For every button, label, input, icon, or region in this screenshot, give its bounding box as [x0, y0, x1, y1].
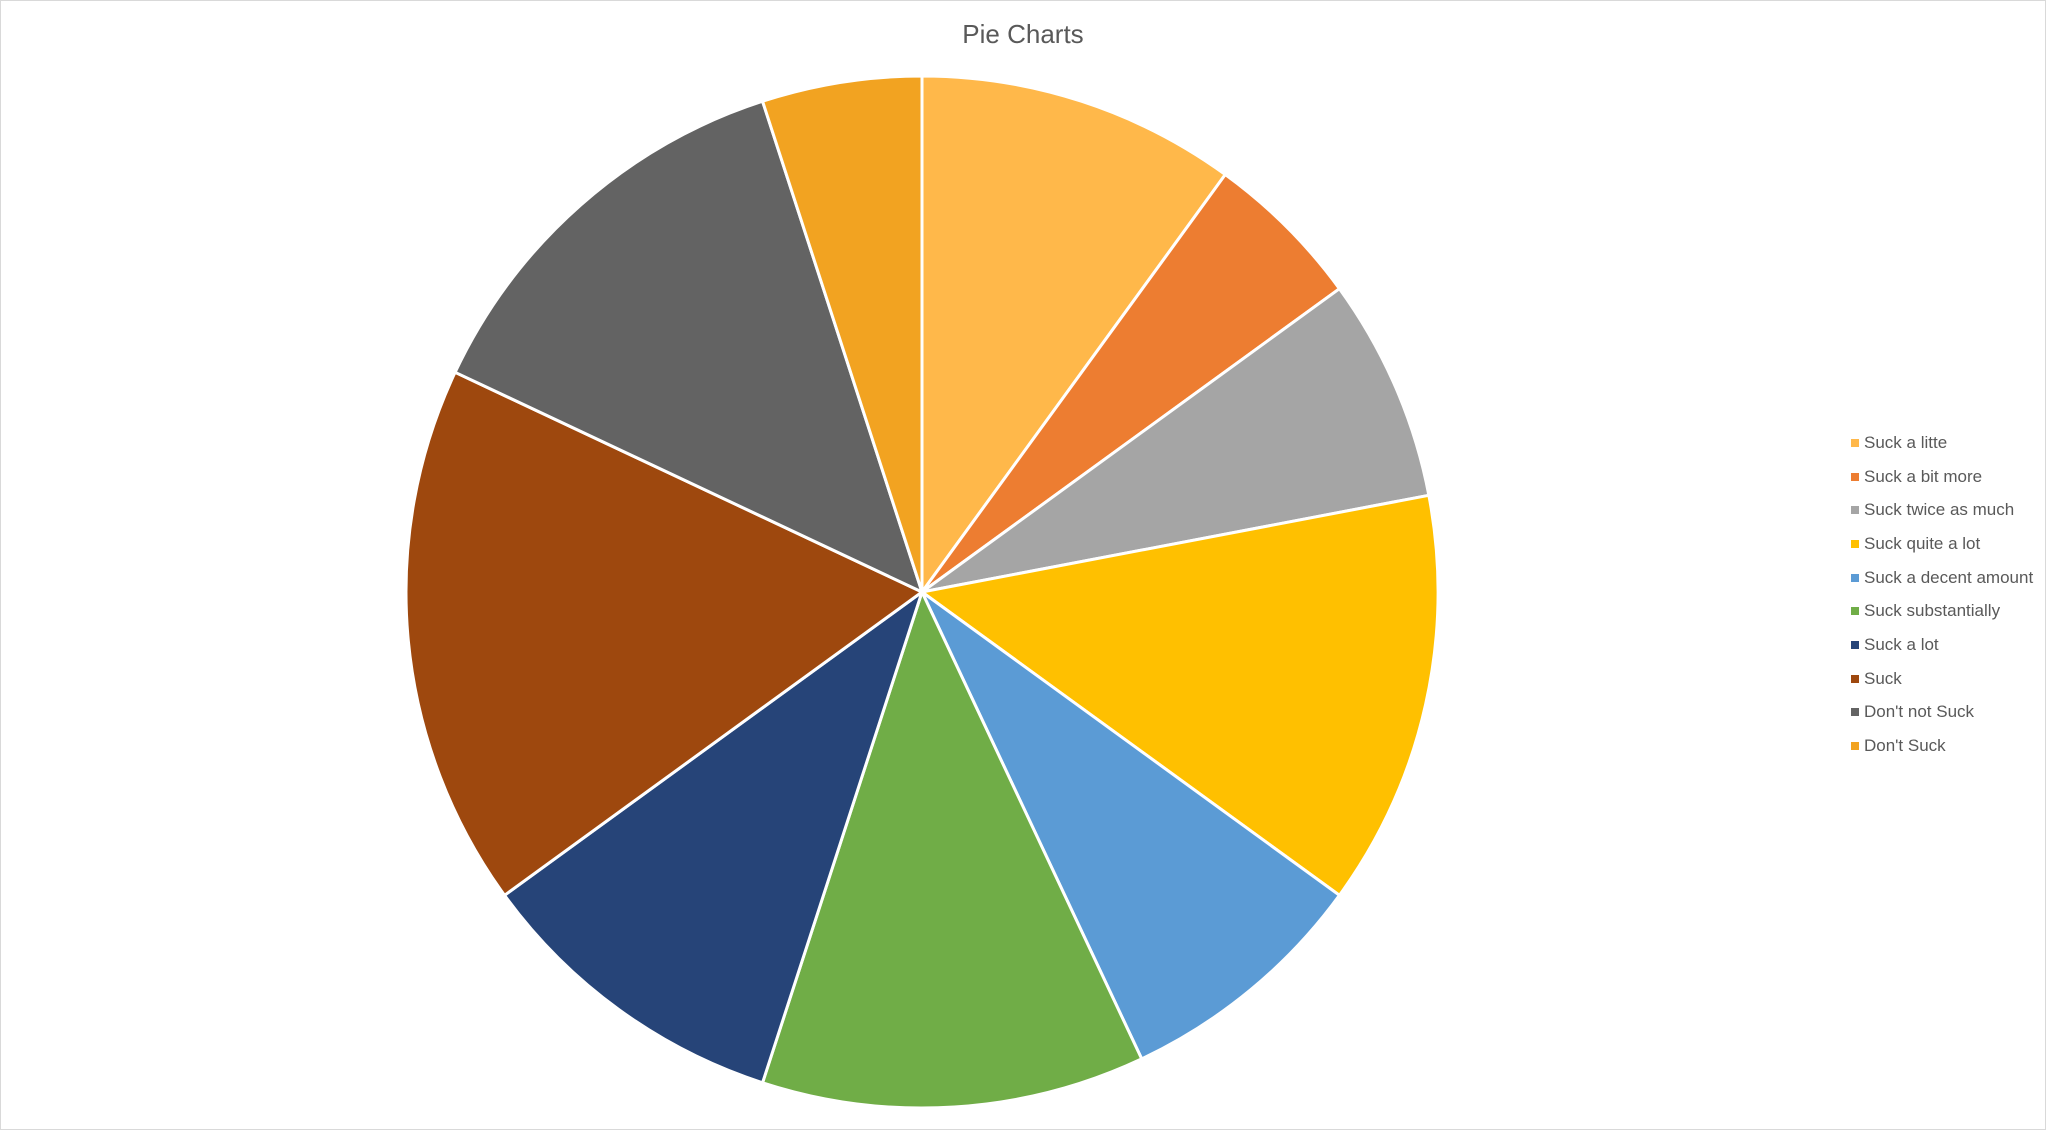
legend-swatch: [1851, 742, 1859, 751]
pie-slice-1: [920, 173, 1341, 594]
legend-swatch: [1851, 607, 1859, 616]
chart-legend: Suck a litte Suck a bit more Suck twice as…: [1851, 426, 2041, 763]
legend-item-9: Don't Suck: [1851, 729, 2041, 763]
legend-item-1: Suck a bit more: [1851, 460, 2041, 494]
legend-label: Suck: [1864, 668, 1902, 688]
legend-swatch: [1851, 506, 1859, 515]
legend-swatch: [1851, 573, 1859, 582]
pie-slice-7: [404, 370, 924, 897]
legend-label: Suck substantially: [1864, 601, 2001, 621]
legend-label: Suck quite a lot: [1864, 533, 1981, 553]
legend-swatch: [1851, 640, 1859, 649]
legend-item-5: Suck substantially: [1851, 594, 2041, 628]
pie-slice-6: [503, 590, 924, 1085]
chart-title: Pie Charts: [962, 19, 1084, 49]
legend-swatch: [1851, 674, 1859, 683]
pie-slice-5: [761, 590, 1144, 1110]
legend-swatch: [1851, 438, 1859, 447]
legend-label: Suck twice as much: [1864, 500, 2015, 520]
pie-slice-8: [453, 99, 924, 594]
legend-item-8: Don't not Suck: [1851, 696, 2041, 730]
legend-swatch: [1851, 708, 1859, 717]
legend-swatch: [1851, 539, 1859, 548]
pie-slice-2: [920, 287, 1431, 594]
legend-label: Don't Suck: [1864, 736, 1946, 756]
legend-item-4: Suck a decent amount: [1851, 561, 2041, 595]
pie-slice-3: [920, 493, 1440, 897]
legend-label: Suck a litte: [1864, 432, 1948, 452]
legend-item-7: Suck: [1851, 662, 2041, 696]
pie-slice-0: [920, 74, 1227, 594]
legend-label: Suck a decent amount: [1864, 567, 2034, 587]
legend-label: Suck a bit more: [1864, 466, 1983, 486]
pie-slice-9: [761, 74, 924, 594]
legend-item-0: Suck a litte: [1851, 426, 2041, 460]
legend-item-6: Suck a lot: [1851, 628, 2041, 662]
legend-label: Suck a lot: [1864, 634, 1939, 654]
legend-label: Don't not Suck: [1864, 702, 1975, 722]
legend-swatch: [1851, 472, 1859, 481]
legend-item-3: Suck quite a lot: [1851, 527, 2041, 561]
pie-slice-4: [920, 590, 1341, 1061]
legend-item-2: Suck twice as much: [1851, 493, 2041, 527]
